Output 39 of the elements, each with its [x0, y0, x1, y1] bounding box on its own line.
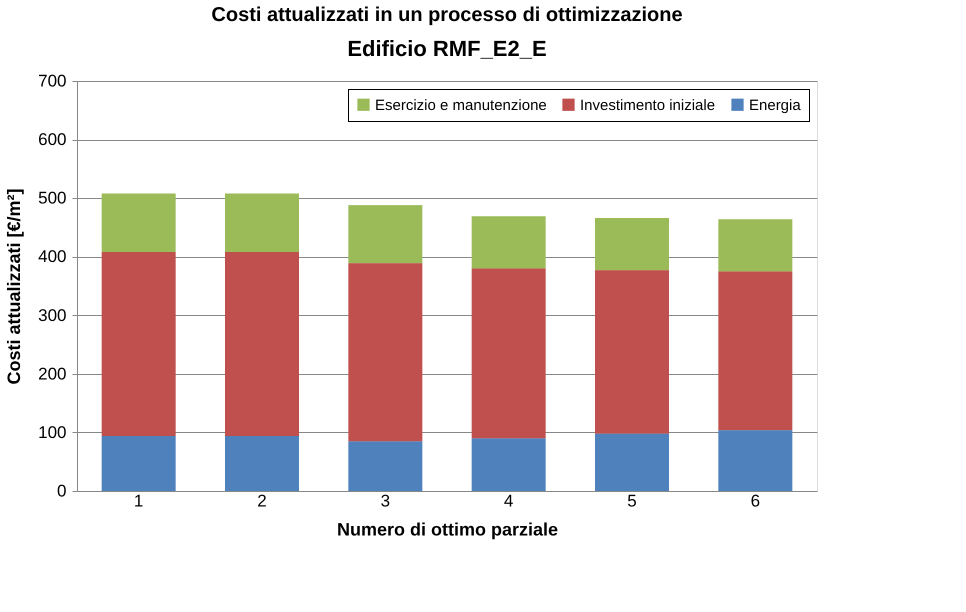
- y-tick-label: 600: [38, 130, 66, 150]
- bar: [595, 270, 669, 434]
- x-tick-label: 3: [380, 492, 390, 510]
- bar: [348, 263, 422, 442]
- bar: [348, 441, 422, 491]
- y-tick-label: 300: [38, 306, 66, 325]
- x-tick-label: 1: [134, 492, 144, 510]
- bar: [718, 271, 792, 430]
- bar: [102, 436, 176, 491]
- legend-label: Esercizio e manutenzione: [375, 96, 547, 114]
- y-tick-label: 0: [57, 482, 66, 500]
- x-tick-label: 2: [257, 492, 267, 510]
- bar: [102, 193, 176, 252]
- chart-subtitle: Edificio RMF_E2_E: [347, 36, 547, 61]
- legend-label: Energia: [749, 96, 802, 114]
- y-tick-label: 700: [38, 72, 66, 90]
- y-axis-title: Costi attualizzati [€/m²]: [4, 188, 24, 385]
- bar: [718, 219, 792, 272]
- bar: [472, 216, 546, 268]
- bar: [102, 252, 176, 436]
- bar: [595, 434, 669, 491]
- bar: [595, 218, 669, 270]
- bar: [472, 268, 546, 438]
- x-tick-label: 4: [504, 492, 514, 510]
- y-tick-label: 400: [38, 247, 66, 266]
- x-tick-label: 6: [750, 492, 760, 510]
- bar: [225, 193, 299, 252]
- bar: [718, 430, 792, 491]
- chart-title: Costi attualizzati in un processo di ottimizzazione: [211, 4, 683, 26]
- legend-label: Investimento iniziale: [580, 96, 716, 114]
- bar: [225, 252, 299, 436]
- x-axis-title: Numero di ottimo parziale: [336, 520, 558, 540]
- x-tick-label: 5: [627, 492, 637, 510]
- y-tick-label: 500: [38, 188, 66, 208]
- bar: [225, 436, 299, 491]
- bar: [472, 438, 546, 491]
- y-tick-label: 200: [38, 364, 66, 384]
- y-tick-label: 100: [38, 422, 66, 442]
- bar: [348, 205, 422, 264]
